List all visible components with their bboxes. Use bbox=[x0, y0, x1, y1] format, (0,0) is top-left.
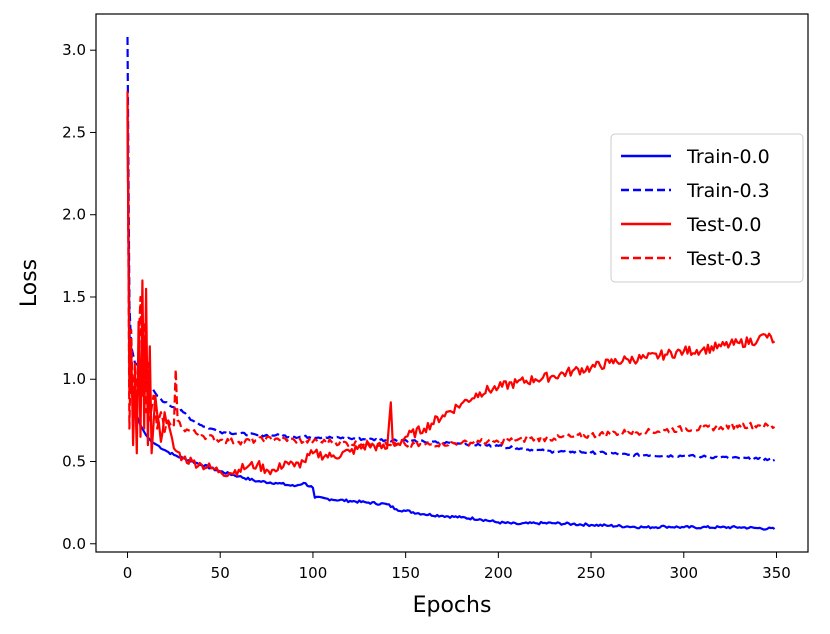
y-axis: 0.0 0.5 1.0 1.5 2.0 2.5 3.0 bbox=[62, 41, 96, 553]
x-tick-label: 250 bbox=[577, 564, 606, 582]
legend-label: Train-0.0 bbox=[686, 146, 770, 168]
x-tick-label: 0 bbox=[123, 564, 133, 582]
series-line-train-0-0 bbox=[126, 115, 776, 531]
x-tick-label: 100 bbox=[299, 564, 328, 582]
series-line-train-0-3 bbox=[126, 36, 776, 462]
x-tick-label: 300 bbox=[669, 564, 698, 582]
y-tick-label: 2.5 bbox=[62, 123, 86, 141]
legend-label: Test-0.0 bbox=[686, 214, 762, 236]
legend-label: Test-0.3 bbox=[686, 248, 762, 270]
y-tick-label: 1.5 bbox=[62, 288, 86, 306]
legend-label: Train-0.3 bbox=[686, 180, 770, 202]
y-tick-label: 1.0 bbox=[62, 370, 86, 388]
y-axis-label: Loss bbox=[17, 259, 42, 307]
y-tick-label: 2.0 bbox=[62, 206, 86, 224]
y-tick-label: 3.0 bbox=[62, 41, 86, 59]
plot-lines bbox=[126, 36, 776, 531]
legend-box bbox=[610, 133, 804, 283]
series-line-test-0-0 bbox=[126, 99, 776, 478]
x-tick-label: 50 bbox=[211, 564, 230, 582]
x-axis: 0 50 100 150 200 250 300 350 bbox=[123, 552, 791, 582]
x-tick-label: 350 bbox=[762, 564, 791, 582]
series-line-test-0-3 bbox=[126, 91, 776, 449]
plot-frame bbox=[95, 13, 809, 553]
x-tick-label: 150 bbox=[391, 564, 420, 582]
y-tick-label: 0.5 bbox=[62, 453, 86, 471]
y-tick-label: 0.0 bbox=[62, 535, 86, 553]
x-axis-label: Epochs bbox=[413, 593, 492, 618]
legend: Train-0.0 Train-0.3 Test-0.0 Test-0.3 bbox=[610, 133, 804, 283]
x-tick-label: 200 bbox=[484, 564, 513, 582]
